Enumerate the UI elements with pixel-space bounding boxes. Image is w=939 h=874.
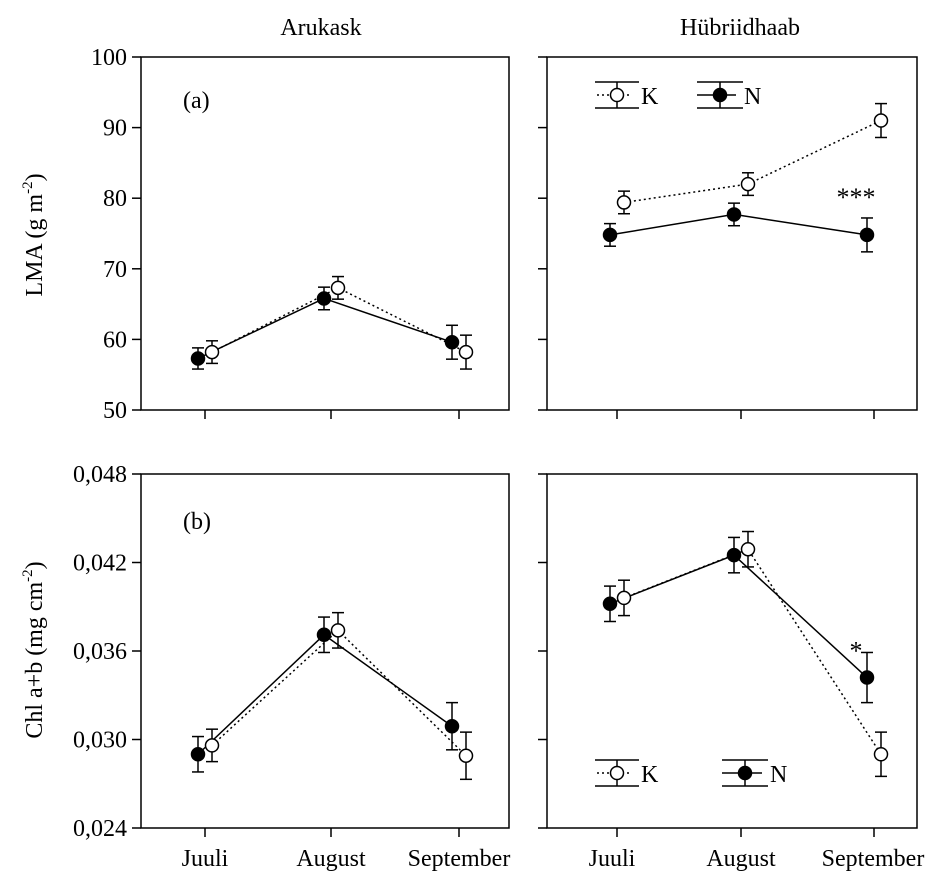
- y-axis-title-lma: LMA (g m-2): [20, 173, 48, 296]
- y-tick-label: 0,024: [73, 816, 127, 842]
- series-line-k: [211, 629, 467, 757]
- y-tick-label: 60: [103, 327, 127, 353]
- data-point-n: [190, 747, 206, 762]
- y-tick-label: 100: [91, 45, 127, 71]
- data-point-k: [616, 590, 632, 606]
- x-tick-label-juuli-right: Juuli: [589, 846, 636, 872]
- panel-label-a: (a): [183, 88, 210, 114]
- data-point-n: [602, 227, 618, 243]
- chart-layer: 50 60 70 80 90 100 *** 0,024 0,030 0,036 0,042 0,04…: [73, 45, 889, 842]
- legend-item-k: K: [595, 81, 659, 110]
- legend-top-right: K N: [595, 81, 761, 110]
- legend-label-n: N: [744, 84, 761, 110]
- y-tick-label: 50: [103, 398, 127, 424]
- data-point-n: [859, 227, 875, 243]
- data-point-k: [616, 195, 632, 210]
- legend-marker-n: [712, 87, 728, 103]
- legend-item-k: K: [595, 759, 659, 788]
- data-point-n: [859, 670, 875, 685]
- panel-frame-top-left: [140, 56, 510, 411]
- data-point-k: [204, 344, 220, 360]
- data-point-n: [316, 291, 332, 306]
- legend-item-n: N: [697, 81, 761, 110]
- legend-label-n: N: [770, 762, 787, 788]
- legend-marker-k: [609, 765, 625, 781]
- data-point-n: [444, 334, 460, 350]
- significance-annotation: ***: [837, 183, 876, 212]
- legend-bottom-right: K N: [595, 759, 787, 788]
- data-point-n: [726, 547, 742, 563]
- legend-marker-n: [737, 765, 753, 781]
- legend-label-k: K: [641, 762, 659, 788]
- y-tick-label: 80: [103, 186, 127, 212]
- data-point-k: [330, 280, 346, 296]
- x-tick-label-august-left: August: [296, 846, 366, 872]
- series-line-k: [623, 548, 882, 755]
- data-point-n: [190, 351, 206, 366]
- y-axis-title-chl: Chl a+b (mg cm-2): [20, 561, 48, 738]
- series-line-n: [197, 297, 453, 360]
- data-point-n: [316, 627, 332, 643]
- data-point-k: [740, 176, 756, 192]
- y-tick-label: 0,048: [73, 462, 127, 488]
- data-point-n: [726, 207, 742, 222]
- column-title-hybriidhaab: Hübriidhaab: [680, 15, 800, 41]
- y-tick-label: 0,030: [73, 728, 127, 754]
- panel-frame-top-right: [546, 56, 918, 411]
- legend-marker-k: [609, 87, 625, 103]
- data-point-n: [444, 718, 460, 734]
- significance-annotation: *: [850, 637, 863, 666]
- data-point-n: [602, 596, 618, 612]
- data-point-k: [740, 541, 756, 557]
- y-tick-label: 90: [103, 116, 127, 142]
- y-tick-label: 0,036: [73, 639, 127, 665]
- panel-label-b: (b): [183, 509, 211, 535]
- x-tick-label-juuli-left: Juuli: [182, 846, 229, 872]
- data-point-k: [458, 344, 474, 360]
- legend-label-k: K: [641, 84, 659, 110]
- column-title-arukask: Arukask: [280, 15, 361, 41]
- data-point-k: [204, 738, 220, 753]
- data-point-k: [873, 747, 889, 762]
- y-tick-label: 0,042: [73, 551, 127, 577]
- x-tick-label-september-right: September: [822, 846, 925, 872]
- x-tick-label-september-left: September: [408, 846, 511, 872]
- data-point-k: [873, 113, 889, 128]
- legend-item-n: N: [722, 759, 787, 788]
- data-point-k: [458, 748, 474, 763]
- x-tick-label-august-right: August: [706, 846, 776, 872]
- series-line-k: [211, 287, 467, 353]
- y-tick-label: 70: [103, 257, 127, 283]
- data-point-k: [330, 623, 346, 638]
